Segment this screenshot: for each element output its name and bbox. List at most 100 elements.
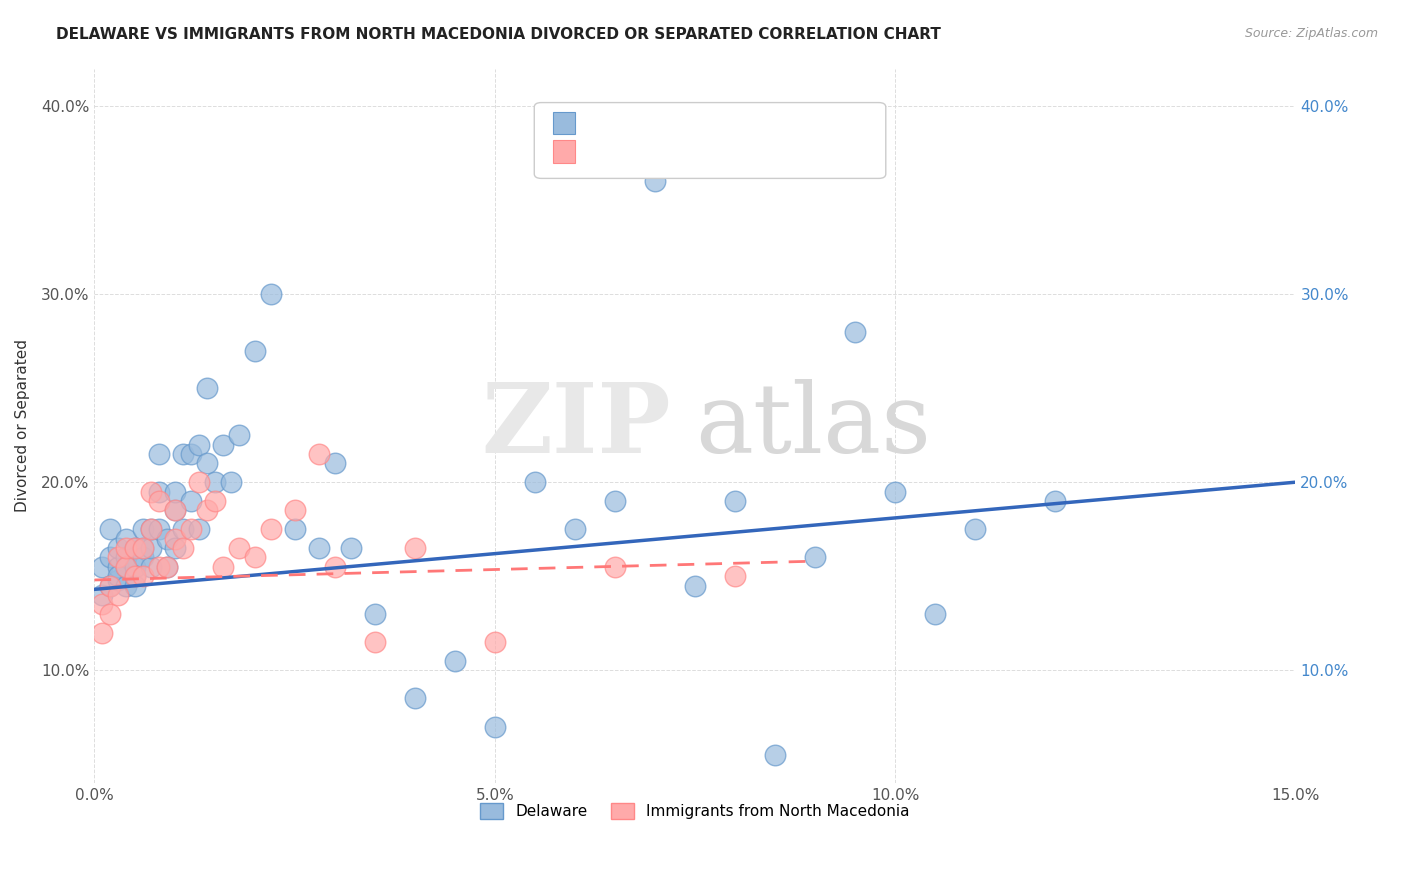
Point [763, 747, 786, 762]
Point [724, 494, 747, 508]
Point [259, 522, 281, 536]
Point [163, 532, 186, 546]
Point [339, 541, 361, 555]
Point [308, 541, 330, 555]
Point [139, 522, 162, 536]
Point [364, 635, 387, 649]
Point [683, 579, 706, 593]
Text: Source: ZipAtlas.com: Source: ZipAtlas.com [1244, 27, 1378, 40]
Point [148, 494, 170, 508]
Point [124, 579, 146, 593]
Point [323, 456, 346, 470]
Point [124, 569, 146, 583]
Point [148, 559, 170, 574]
Point [211, 559, 233, 574]
Point [139, 484, 162, 499]
Point [100, 550, 122, 565]
Point [91, 598, 114, 612]
Point [804, 550, 827, 565]
Point [91, 625, 114, 640]
Point [115, 532, 138, 546]
Point [284, 503, 307, 517]
Point [180, 522, 202, 536]
Point [107, 541, 129, 555]
Point [107, 588, 129, 602]
Point [180, 447, 202, 461]
Point [195, 503, 218, 517]
Point [1045, 494, 1067, 508]
Point [259, 287, 281, 301]
Point [204, 494, 226, 508]
Point [148, 447, 170, 461]
Point [163, 503, 186, 517]
Point [131, 550, 153, 565]
Point [124, 541, 146, 555]
Point [139, 559, 162, 574]
Point [131, 541, 153, 555]
Point [100, 579, 122, 593]
Point [195, 456, 218, 470]
Point [155, 559, 177, 574]
Point [115, 579, 138, 593]
Point [443, 654, 465, 668]
Point [884, 484, 907, 499]
Point [148, 484, 170, 499]
Point [124, 569, 146, 583]
Text: ZIP: ZIP [481, 379, 671, 473]
Point [564, 522, 586, 536]
Point [115, 541, 138, 555]
Point [924, 607, 946, 621]
Point [484, 635, 506, 649]
Point [115, 559, 138, 574]
Point [155, 559, 177, 574]
Point [115, 559, 138, 574]
Point [163, 541, 186, 555]
Point [124, 541, 146, 555]
Point [187, 475, 209, 490]
Point [107, 550, 129, 565]
Point [228, 428, 250, 442]
Point [195, 381, 218, 395]
Point [100, 579, 122, 593]
Point [484, 720, 506, 734]
Point [523, 475, 546, 490]
Point [219, 475, 242, 490]
Point [965, 522, 987, 536]
Point [323, 559, 346, 574]
Point [172, 522, 194, 536]
Point [364, 607, 387, 621]
Point [155, 532, 177, 546]
Point [644, 174, 666, 188]
Point [91, 588, 114, 602]
Point [124, 559, 146, 574]
Point [204, 475, 226, 490]
Text: DELAWARE VS IMMIGRANTS FROM NORTH MACEDONIA DIVORCED OR SEPARATED CORRELATION CH: DELAWARE VS IMMIGRANTS FROM NORTH MACEDO… [56, 27, 941, 42]
Point [148, 522, 170, 536]
Point [107, 573, 129, 587]
Legend: Delaware, Immigrants from North Macedonia: Delaware, Immigrants from North Macedoni… [474, 797, 915, 825]
Text: atlas: atlas [695, 379, 931, 473]
Y-axis label: Divorced or Separated: Divorced or Separated [15, 339, 30, 512]
Point [844, 325, 866, 339]
Point [107, 559, 129, 574]
Point [724, 569, 747, 583]
Point [163, 484, 186, 499]
Point [131, 522, 153, 536]
Point [107, 569, 129, 583]
Point [211, 437, 233, 451]
Point [603, 494, 626, 508]
Point [243, 343, 266, 358]
Point [139, 522, 162, 536]
Point [115, 550, 138, 565]
Point [172, 447, 194, 461]
Point [284, 522, 307, 536]
Point [100, 607, 122, 621]
Point [172, 541, 194, 555]
Point [228, 541, 250, 555]
Text: R =  0.193   N = 66: R = 0.193 N = 66 [583, 116, 745, 130]
Point [243, 550, 266, 565]
Point [603, 559, 626, 574]
Point [187, 522, 209, 536]
Point [139, 541, 162, 555]
Point [180, 494, 202, 508]
